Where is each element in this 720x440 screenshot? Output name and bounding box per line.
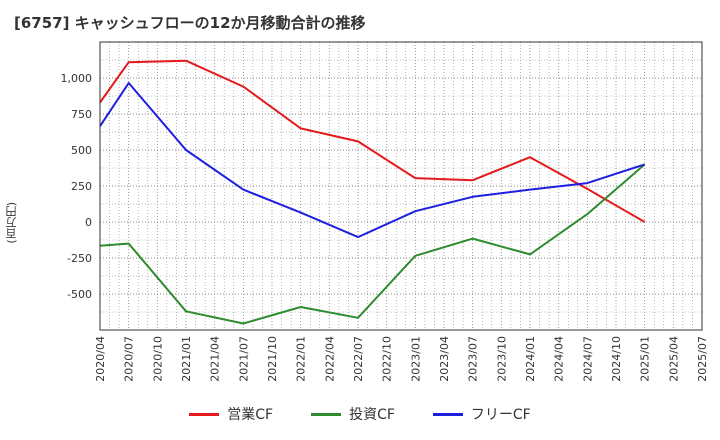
legend-label-free-cf: フリーCF [470, 407, 531, 423]
x-tick-label: 2023/10 [495, 336, 508, 382]
legend-swatch-free-cf [432, 412, 463, 416]
series-lines [99, 59, 646, 325]
x-tick-label: 2022/01 [295, 336, 308, 382]
x-tick-label: 2025/01 [639, 336, 652, 382]
grid-layer [99, 41, 703, 331]
x-tick-label: 2021/01 [180, 336, 193, 382]
x-tick-label: 2024/07 [581, 336, 594, 382]
x-tick-label: 2022/10 [381, 336, 394, 382]
legend-item-investing-cf[interactable]: 投資CF [311, 404, 395, 424]
x-tick-label: 2022/04 [323, 336, 336, 382]
legend-label-operating-cf: 営業CF [227, 407, 274, 423]
x-tick-label: 2021/04 [209, 336, 222, 382]
legend-swatch-operating-cf [189, 412, 220, 416]
series-line-0 [99, 59, 646, 223]
line-chart: 1,000 750 500 250 0 -250 -500 2020/04 2020/07 202… [61, 41, 709, 382]
x-tick-label: 2024/04 [553, 336, 566, 382]
x-tick-label: 2020/04 [94, 336, 107, 382]
x-tick-label: 2024/10 [610, 336, 623, 382]
x-tick-label: 2025/04 [667, 336, 680, 382]
y-tick-label: 750 [71, 108, 92, 121]
x-tick-label: 2021/10 [266, 336, 279, 382]
x-tick-label: 2020/10 [151, 336, 164, 382]
legend-item-operating-cf[interactable]: 営業CF [189, 404, 273, 424]
y-tick-label: -250 [67, 252, 92, 265]
legend-item-free-cf[interactable]: フリーCF [432, 404, 531, 424]
x-tick-label: 2024/01 [524, 336, 537, 382]
series-line-1 [99, 163, 646, 325]
x-tick-label: 2023/01 [409, 336, 422, 382]
y-tick-label: 500 [71, 144, 92, 157]
legend-label-investing-cf: 投資CF [349, 407, 395, 423]
x-tick-label: 2022/07 [352, 336, 365, 382]
x-tick-label: 2021/07 [237, 336, 250, 382]
y-tick-label: -500 [67, 288, 92, 301]
y-tick-label: 1,000 [61, 72, 93, 85]
plot-frame [99, 41, 703, 331]
legend-swatch-investing-cf [311, 412, 342, 416]
y-tick-label: 0 [85, 216, 92, 229]
series-line-2 [99, 82, 646, 239]
x-tick-label: 2023/04 [438, 336, 451, 382]
y-tick-label: 250 [71, 180, 92, 193]
legend: 営業CF 投資CF フリーCF [0, 404, 720, 424]
x-tick-label: 2020/07 [123, 336, 136, 382]
x-tick-label: 2025/07 [696, 336, 709, 382]
chart-title: [6757] キャッシュフローの12か月移動合計の推移 [14, 14, 366, 32]
axes: 1,000 750 500 250 0 -250 -500 2020/04 2020/07 202… [61, 41, 709, 382]
x-tick-label: 2023/07 [467, 336, 480, 382]
